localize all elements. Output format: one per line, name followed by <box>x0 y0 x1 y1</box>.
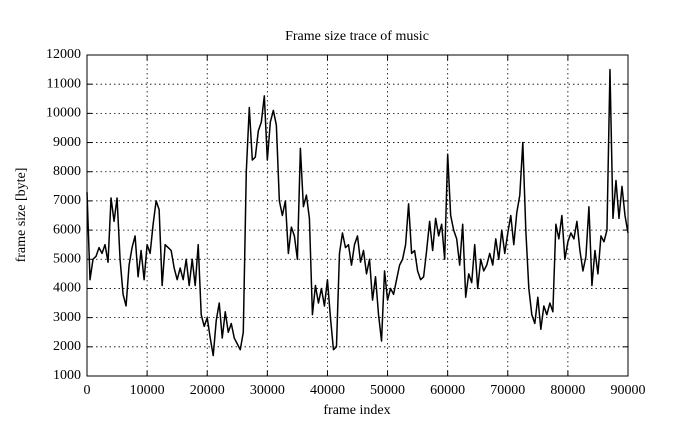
x-tick-label: 0 <box>84 383 91 398</box>
x-tick-label: 30000 <box>250 383 285 398</box>
x-tick-label: 50000 <box>370 383 405 398</box>
x-tick-label: 80000 <box>550 383 585 398</box>
x-tick-label: 10000 <box>130 383 165 398</box>
x-tick-label: 40000 <box>310 383 345 398</box>
x-tick-label: 90000 <box>611 383 646 398</box>
x-tick-label: 20000 <box>190 383 225 398</box>
x-tick-label: 70000 <box>490 383 525 398</box>
y-tick-label: 6000 <box>53 222 81 237</box>
y-tick-label: 11000 <box>47 76 81 91</box>
x-tick-label: 60000 <box>430 383 465 398</box>
y-tick-label: 3000 <box>53 310 81 325</box>
y-axis-label: frame size [byte] <box>14 168 29 263</box>
y-tick-label: 5000 <box>53 251 81 266</box>
y-tick-label: 8000 <box>53 164 81 179</box>
plot-frame <box>86 54 629 377</box>
chart-title: Frame size trace of music <box>285 29 429 44</box>
data-line <box>86 68 629 357</box>
y-tick-label: 2000 <box>53 339 81 354</box>
y-tick-label: 12000 <box>46 47 81 62</box>
y-tick-label: 9000 <box>53 135 81 150</box>
x-axis-label: frame index <box>323 403 390 418</box>
y-tick-label: 4000 <box>53 281 81 296</box>
y-tick-label: 7000 <box>53 193 81 208</box>
y-tick-label: 10000 <box>46 106 81 121</box>
y-tick-label: 1000 <box>53 368 81 383</box>
